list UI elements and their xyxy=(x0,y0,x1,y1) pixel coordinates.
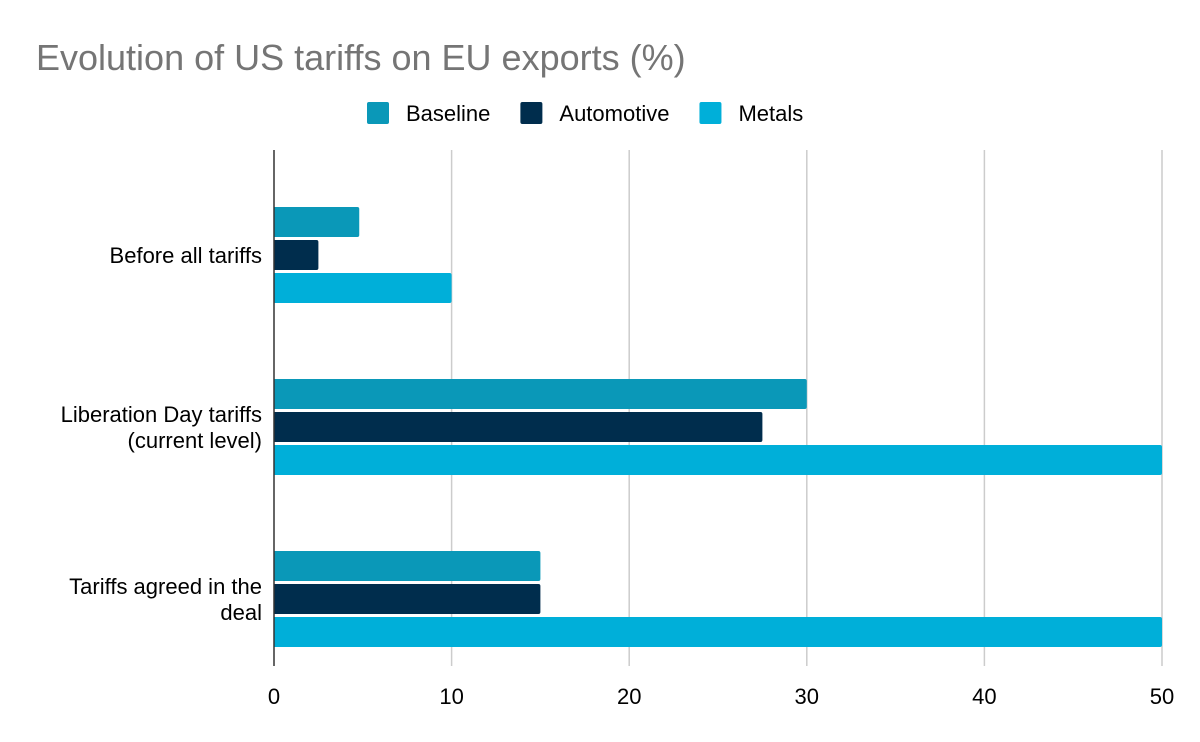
x-tick-label: 30 xyxy=(795,684,819,709)
legend-swatch-metals xyxy=(699,102,722,124)
chart-title: Evolution of US tariffs on EU exports (%… xyxy=(36,37,686,78)
bar-automotive xyxy=(274,240,319,270)
legend-label-baseline: Baseline xyxy=(406,101,490,126)
category-label: Tariffs agreed in the xyxy=(69,574,262,599)
x-tick-label: 40 xyxy=(972,684,996,709)
x-tick-label: 20 xyxy=(617,684,641,709)
bar-baseline xyxy=(274,551,541,581)
bar-baseline xyxy=(274,207,360,237)
category-label: Liberation Day tariffs xyxy=(61,402,262,427)
legend-label-metals: Metals xyxy=(738,101,803,126)
legend-swatch-baseline xyxy=(367,102,389,124)
bar-metals xyxy=(274,617,1162,647)
bar-metals xyxy=(274,273,452,303)
x-tick-label: 50 xyxy=(1150,684,1174,709)
legend-label-automotive: Automotive xyxy=(559,101,669,126)
bar-automotive xyxy=(274,412,763,442)
bar-series xyxy=(274,207,1162,647)
bar-baseline xyxy=(274,379,807,409)
bar-metals xyxy=(274,445,1162,475)
legend: Baseline Automotive Metals xyxy=(367,101,803,126)
y-axis-category-labels: Before all tariffs Liberation Day tariffs… xyxy=(61,243,262,625)
category-label: deal xyxy=(220,600,262,625)
legend-swatch-automotive xyxy=(520,102,543,124)
x-axis-tick-labels: 0 10 20 30 40 50 xyxy=(268,684,1174,709)
bar-automotive xyxy=(274,584,541,614)
category-label: (current level) xyxy=(128,428,262,453)
x-tick-label: 10 xyxy=(439,684,463,709)
category-label: Before all tariffs xyxy=(110,243,262,268)
x-tick-label: 0 xyxy=(268,684,280,709)
